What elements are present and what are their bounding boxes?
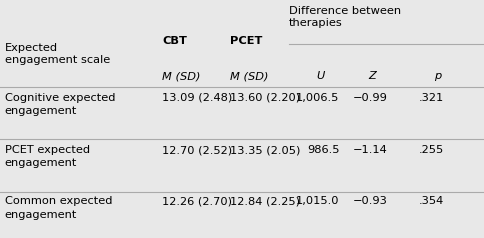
Text: .255: .255 — [418, 145, 443, 155]
Text: 1,006.5: 1,006.5 — [296, 93, 339, 103]
Text: 986.5: 986.5 — [306, 145, 339, 155]
Text: 13.35 (2.05): 13.35 (2.05) — [230, 145, 300, 155]
Text: M (SD): M (SD) — [162, 71, 200, 81]
Text: 13.09 (2.48): 13.09 (2.48) — [162, 93, 232, 103]
Text: 13.60 (2.20): 13.60 (2.20) — [230, 93, 300, 103]
Text: −0.93: −0.93 — [352, 196, 387, 206]
Text: p: p — [433, 71, 440, 81]
Text: 12.70 (2.52): 12.70 (2.52) — [162, 145, 232, 155]
Text: Cognitive expected
engagement: Cognitive expected engagement — [5, 93, 115, 116]
Text: U: U — [316, 71, 324, 81]
Text: CBT: CBT — [162, 36, 187, 46]
Text: .354: .354 — [418, 196, 443, 206]
Text: Z: Z — [367, 71, 375, 81]
Text: Difference between
therapies: Difference between therapies — [288, 6, 400, 28]
Text: −0.99: −0.99 — [352, 93, 387, 103]
Text: 12.26 (2.70): 12.26 (2.70) — [162, 196, 232, 206]
Text: M (SD): M (SD) — [230, 71, 268, 81]
Text: Common expected
engagement: Common expected engagement — [5, 196, 112, 219]
Text: 1,015.0: 1,015.0 — [295, 196, 339, 206]
Text: 12.84 (2.25): 12.84 (2.25) — [230, 196, 300, 206]
Text: PCET: PCET — [230, 36, 262, 46]
Text: −1.14: −1.14 — [352, 145, 387, 155]
Text: PCET expected
engagement: PCET expected engagement — [5, 145, 90, 168]
Text: Expected
engagement scale: Expected engagement scale — [5, 43, 110, 65]
Text: .321: .321 — [418, 93, 443, 103]
